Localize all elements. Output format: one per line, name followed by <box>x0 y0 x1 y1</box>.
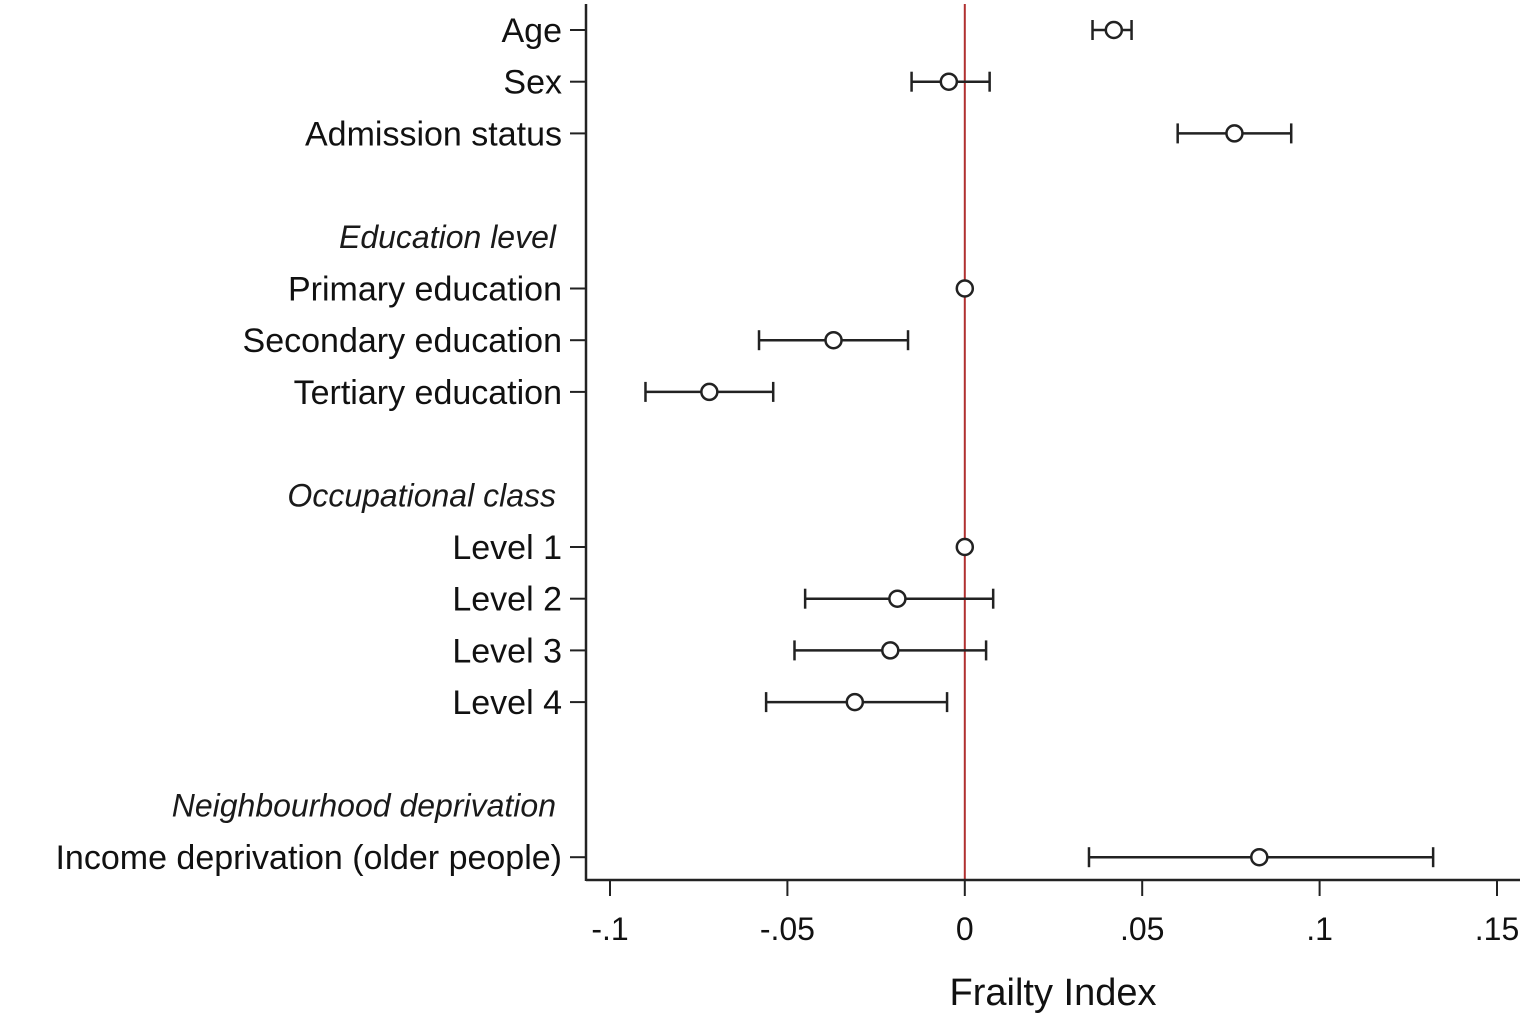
category-label: Income deprivation (older people) <box>55 839 562 877</box>
category-label: Tertiary education <box>294 374 562 412</box>
x-tick-label: 0 <box>956 911 974 947</box>
estimate-point <box>845 692 865 712</box>
x-tick-label: .05 <box>1120 911 1164 947</box>
category-label: Level 3 <box>452 632 562 670</box>
category-label: Admission status <box>305 115 562 153</box>
estimate-point <box>1104 20 1124 40</box>
group-label: Education level <box>339 219 557 255</box>
group-label: Occupational class <box>287 477 556 513</box>
estimate-point <box>881 641 900 660</box>
x-tick-label: -.1 <box>591 911 628 947</box>
estimate-point <box>888 589 907 608</box>
category-label: Sex <box>503 64 562 102</box>
category-label: Age <box>502 12 563 50</box>
estimate-point <box>939 72 959 91</box>
category-label: Level 2 <box>452 581 562 619</box>
estimate-point <box>955 279 975 298</box>
estimate-point <box>1250 847 1269 867</box>
x-tick-label: -.05 <box>760 911 815 947</box>
category-label: Level 4 <box>452 684 562 722</box>
estimate-point <box>955 537 975 557</box>
estimate-point <box>700 382 719 402</box>
estimate-point <box>1225 124 1244 143</box>
x-tick-label: .1 <box>1306 911 1333 947</box>
x-axis-title: Frailty Index <box>950 972 1157 1014</box>
estimate-point <box>824 330 843 350</box>
category-label: Secondary education <box>243 322 562 360</box>
x-tick-label: .15 <box>1475 911 1519 947</box>
group-label: Neighbourhood deprivation <box>172 788 556 824</box>
category-label: Level 1 <box>452 529 562 567</box>
category-label: Primary education <box>288 271 562 309</box>
